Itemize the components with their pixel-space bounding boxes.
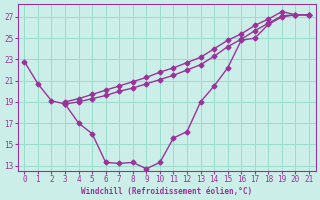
X-axis label: Windchill (Refroidissement éolien,°C): Windchill (Refroidissement éolien,°C): [81, 187, 252, 196]
